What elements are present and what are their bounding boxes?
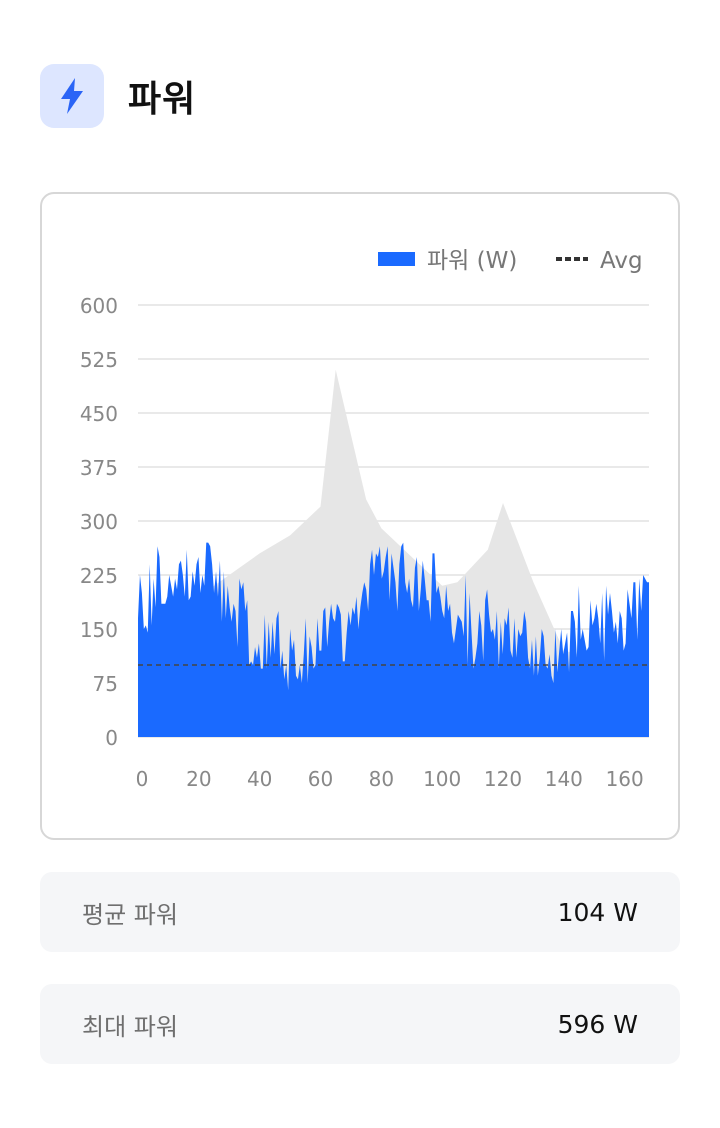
y-tick-label: 300 bbox=[80, 510, 118, 534]
avg-power-label: 평균 파워 bbox=[82, 900, 178, 929]
y-axis-labels: 0 75 150 225 300 375 450 525 600 bbox=[80, 294, 118, 750]
legend-label-power: 파워 (W) bbox=[427, 248, 517, 274]
power-chart-card: 파워 (W) Avg 0 75 150 225 300 375 450 525 600 0 20 4… bbox=[40, 192, 680, 840]
x-tick-label: 60 bbox=[308, 767, 333, 791]
legend: 파워 (W) Avg bbox=[378, 248, 643, 274]
lightning-bolt-icon bbox=[61, 78, 83, 114]
x-tick-label: 20 bbox=[186, 767, 211, 791]
y-tick-label: 375 bbox=[80, 456, 118, 480]
x-tick-label: 0 bbox=[136, 767, 149, 791]
avg-power-value: 104 W bbox=[557, 897, 638, 927]
y-tick-label: 150 bbox=[80, 618, 118, 642]
max-power-label: 최대 파워 bbox=[82, 1012, 178, 1041]
x-tick-label: 140 bbox=[545, 767, 583, 791]
y-tick-label: 225 bbox=[80, 564, 118, 588]
x-tick-label: 40 bbox=[247, 767, 272, 791]
x-axis-labels: 0 20 40 60 80 100 120 140 160 bbox=[136, 767, 644, 791]
x-tick-label: 100 bbox=[423, 767, 461, 791]
x-tick-label: 120 bbox=[484, 767, 522, 791]
legend-swatch-power bbox=[378, 252, 415, 266]
header: 파워 bbox=[40, 64, 196, 128]
series-power-area bbox=[138, 542, 649, 737]
power-chart: 파워 (W) Avg 0 75 150 225 300 375 450 525 600 0 20 4… bbox=[80, 248, 649, 791]
x-tick-label: 160 bbox=[606, 767, 644, 791]
y-tick-label: 0 bbox=[105, 726, 118, 750]
y-tick-label: 525 bbox=[80, 348, 118, 372]
legend-label-avg: Avg bbox=[600, 248, 643, 274]
avg-power-row: 평균 파워 104 W bbox=[40, 872, 680, 952]
max-power-row: 최대 파워 596 W bbox=[40, 984, 680, 1064]
y-tick-label: 450 bbox=[80, 402, 118, 426]
y-tick-label: 75 bbox=[93, 672, 118, 696]
page-title: 파워 bbox=[128, 79, 197, 120]
y-tick-label: 600 bbox=[80, 294, 118, 318]
x-tick-label: 80 bbox=[369, 767, 394, 791]
chart-areas bbox=[138, 369, 649, 737]
header-icon-box bbox=[40, 64, 104, 128]
max-power-value: 596 W bbox=[557, 1009, 638, 1039]
